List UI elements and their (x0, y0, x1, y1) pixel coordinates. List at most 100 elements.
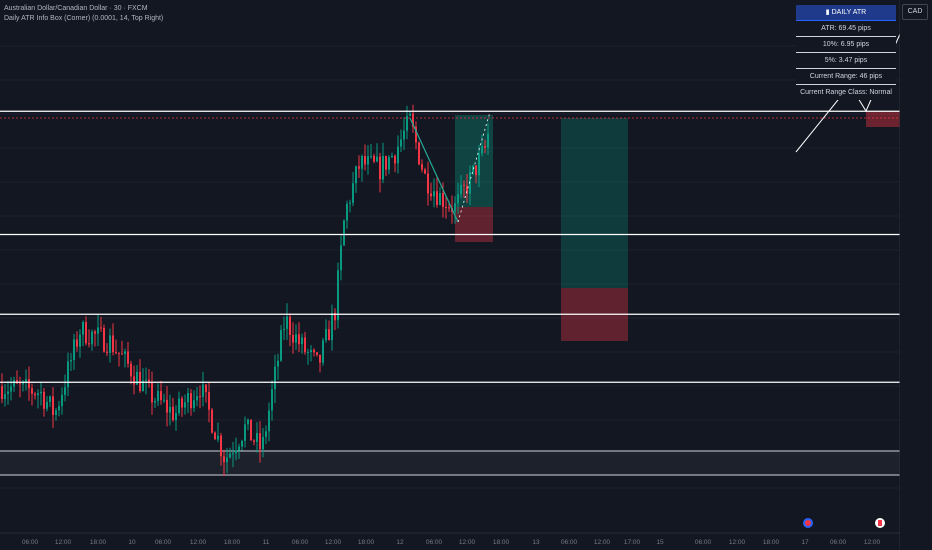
candle-body (211, 409, 213, 433)
candle-body (73, 339, 75, 361)
candle-body (379, 156, 381, 180)
candle-body (298, 334, 300, 345)
candle-body (343, 220, 345, 246)
indicator-title[interactable]: Daily ATR Info Box (Corner) (0.0001, 14,… (4, 15, 164, 22)
time-tick: 06:00 (426, 539, 443, 546)
candle-body (265, 431, 267, 438)
time-tick: 06:00 (830, 539, 847, 546)
candle-body (109, 335, 111, 353)
atr-value: ATR: 69.45 pips (796, 21, 896, 37)
time-tick: 18:00 (224, 539, 241, 546)
candle-body (4, 394, 6, 399)
candle-body (436, 191, 438, 205)
candle-body (289, 316, 291, 335)
candle-body (454, 203, 456, 212)
candle-body (295, 334, 297, 343)
projection-line (457, 111, 491, 223)
candle-body (421, 164, 423, 170)
candle-body (244, 424, 246, 441)
candle-body (313, 349, 315, 353)
chart-legend: Australian Dollar/Canadian Dollar · 30 ·… (4, 4, 163, 24)
candle-body (76, 339, 78, 347)
candle-body (106, 351, 108, 353)
candle-body (172, 406, 174, 421)
candle-body (58, 406, 60, 411)
candle-body (31, 388, 33, 394)
candle-body (214, 432, 216, 440)
price-chart[interactable]: 0.972000.971000.968000.967000.966000.964… (0, 0, 900, 550)
candle-body (382, 156, 384, 180)
candle-body (124, 351, 126, 355)
candle-body (46, 401, 48, 409)
candle-body (352, 183, 354, 203)
candle-body (487, 133, 489, 148)
candle-body (442, 192, 444, 208)
candle-body (340, 245, 342, 271)
candle-body (10, 386, 12, 392)
candle-body (232, 453, 234, 455)
candle-body (310, 349, 312, 353)
right-stop-box (866, 111, 900, 127)
candle-body (187, 393, 189, 403)
candle-body (202, 384, 204, 397)
candle-body (445, 207, 447, 209)
time-tick: 06:00 (292, 539, 309, 546)
candle-body (70, 360, 72, 362)
candle-body (145, 379, 147, 381)
candle-body (67, 361, 69, 388)
symbol-title[interactable]: Australian Dollar/Canadian Dollar · 30 ·… (4, 5, 148, 12)
candle-body (283, 328, 285, 331)
candle-body (385, 156, 387, 170)
candle-body (160, 391, 162, 401)
time-tick: 12:00 (325, 539, 342, 546)
time-tick: 12 (396, 539, 404, 546)
currency-button[interactable]: CAD (902, 4, 928, 20)
time-tick: 06:00 (22, 539, 39, 546)
candle-body (61, 394, 63, 407)
candle-body (136, 371, 138, 385)
candle-body (121, 353, 123, 355)
candle-body (139, 371, 141, 392)
candle-body (271, 389, 273, 411)
candle-body (259, 433, 261, 450)
long-position-2-profit[interactable] (561, 118, 628, 288)
candle-body (85, 322, 87, 344)
candle-body (448, 207, 450, 209)
candle-body (262, 437, 264, 450)
candle-body (49, 396, 51, 402)
candle-body (322, 340, 324, 363)
candle-body (154, 400, 156, 403)
candle-body (484, 146, 486, 148)
candle-body (274, 366, 276, 390)
range-class: Current Range Class: Normal (796, 85, 896, 100)
candle-body (280, 330, 282, 361)
current-range: Current Range: 46 pips (796, 69, 896, 85)
time-tick: 06:00 (155, 539, 172, 546)
candle-body (64, 387, 66, 395)
trendline[interactable] (409, 117, 459, 223)
candle-body (304, 337, 306, 353)
candle-body (277, 360, 279, 367)
candle-body (133, 376, 135, 385)
candle-body (7, 391, 9, 395)
candle-body (163, 399, 165, 401)
candle-body (364, 156, 366, 165)
candle-body (229, 453, 231, 458)
candle-body (325, 329, 327, 341)
candle-body (355, 166, 357, 184)
candle-body (1, 386, 3, 399)
candle-body (424, 169, 426, 174)
support-zone (0, 451, 900, 475)
candle-body (307, 352, 309, 354)
candle-body (223, 456, 225, 463)
time-tick: 18:00 (493, 539, 510, 546)
candle-body (370, 155, 372, 157)
candle-body (463, 184, 465, 186)
candle-body (238, 446, 240, 451)
long-position-stop[interactable] (455, 207, 493, 242)
candle-body (268, 410, 270, 432)
candle-body (157, 391, 159, 401)
candle-body (28, 379, 30, 389)
candle-body (34, 393, 36, 396)
atr-info-box: ▮ DAILY ATR ATR: 69.45 pips 10%: 6.95 pi… (796, 5, 896, 100)
